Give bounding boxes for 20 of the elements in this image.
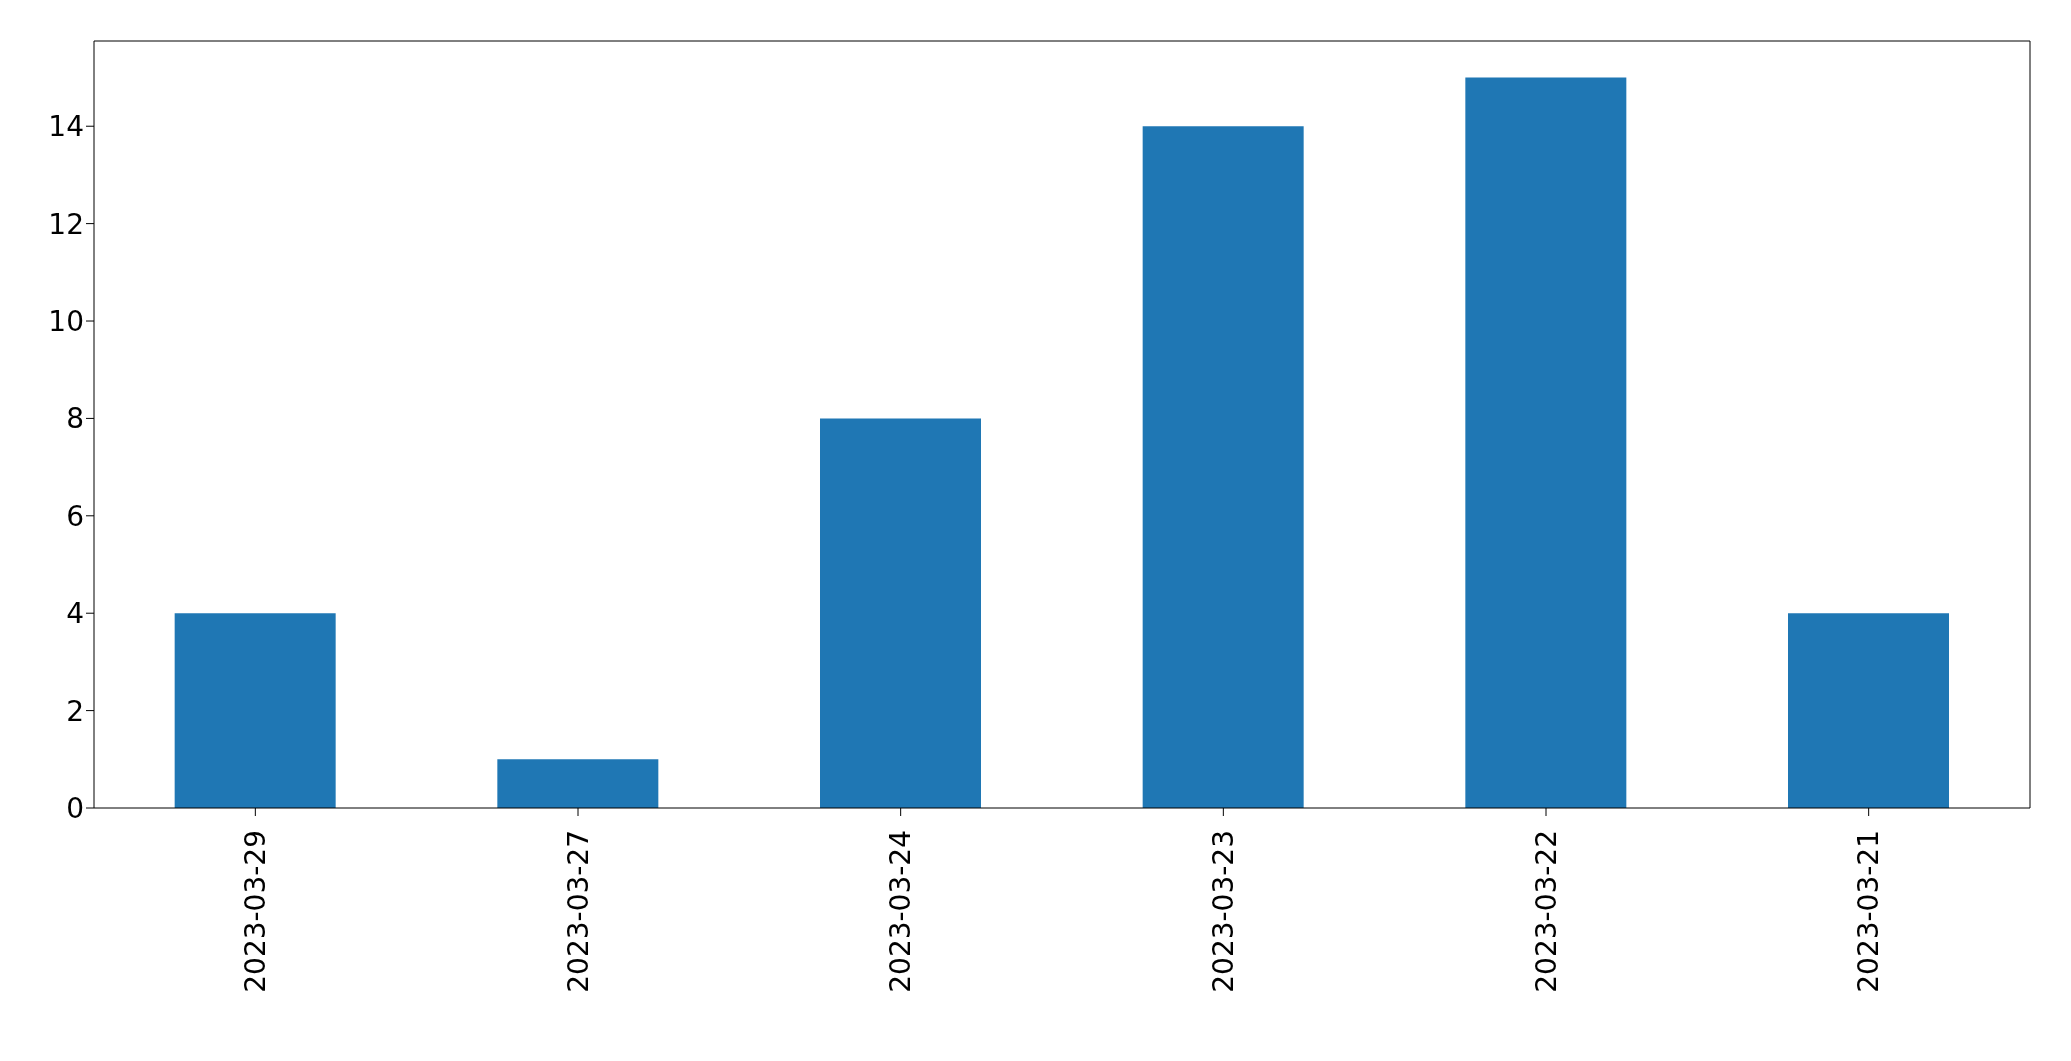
bar xyxy=(497,759,659,808)
x-tick-label: 2023-03-24 xyxy=(884,830,918,993)
x-tick-label: 2023-03-21 xyxy=(1852,830,1886,993)
y-tick-label: 8 xyxy=(66,402,84,436)
bar xyxy=(174,613,336,808)
y-tick-label: 2 xyxy=(66,694,84,728)
y-tick-label: 12 xyxy=(48,207,84,241)
x-tick-label: 2023-03-23 xyxy=(1206,830,1240,993)
y-tick-label: 14 xyxy=(48,110,84,144)
bar xyxy=(1788,613,1949,808)
x-tick-label: 2023-03-22 xyxy=(1529,830,1563,993)
bar xyxy=(820,418,981,808)
bar xyxy=(1142,126,1304,808)
x-tick-label: 2023-03-27 xyxy=(561,830,595,993)
y-tick-label: 10 xyxy=(48,304,84,338)
bar xyxy=(1465,77,1627,808)
x-tick-label: 2023-03-29 xyxy=(238,830,272,993)
y-tick-label: 4 xyxy=(66,597,84,631)
y-tick-label: 0 xyxy=(66,791,84,825)
y-tick-label: 6 xyxy=(66,499,84,533)
